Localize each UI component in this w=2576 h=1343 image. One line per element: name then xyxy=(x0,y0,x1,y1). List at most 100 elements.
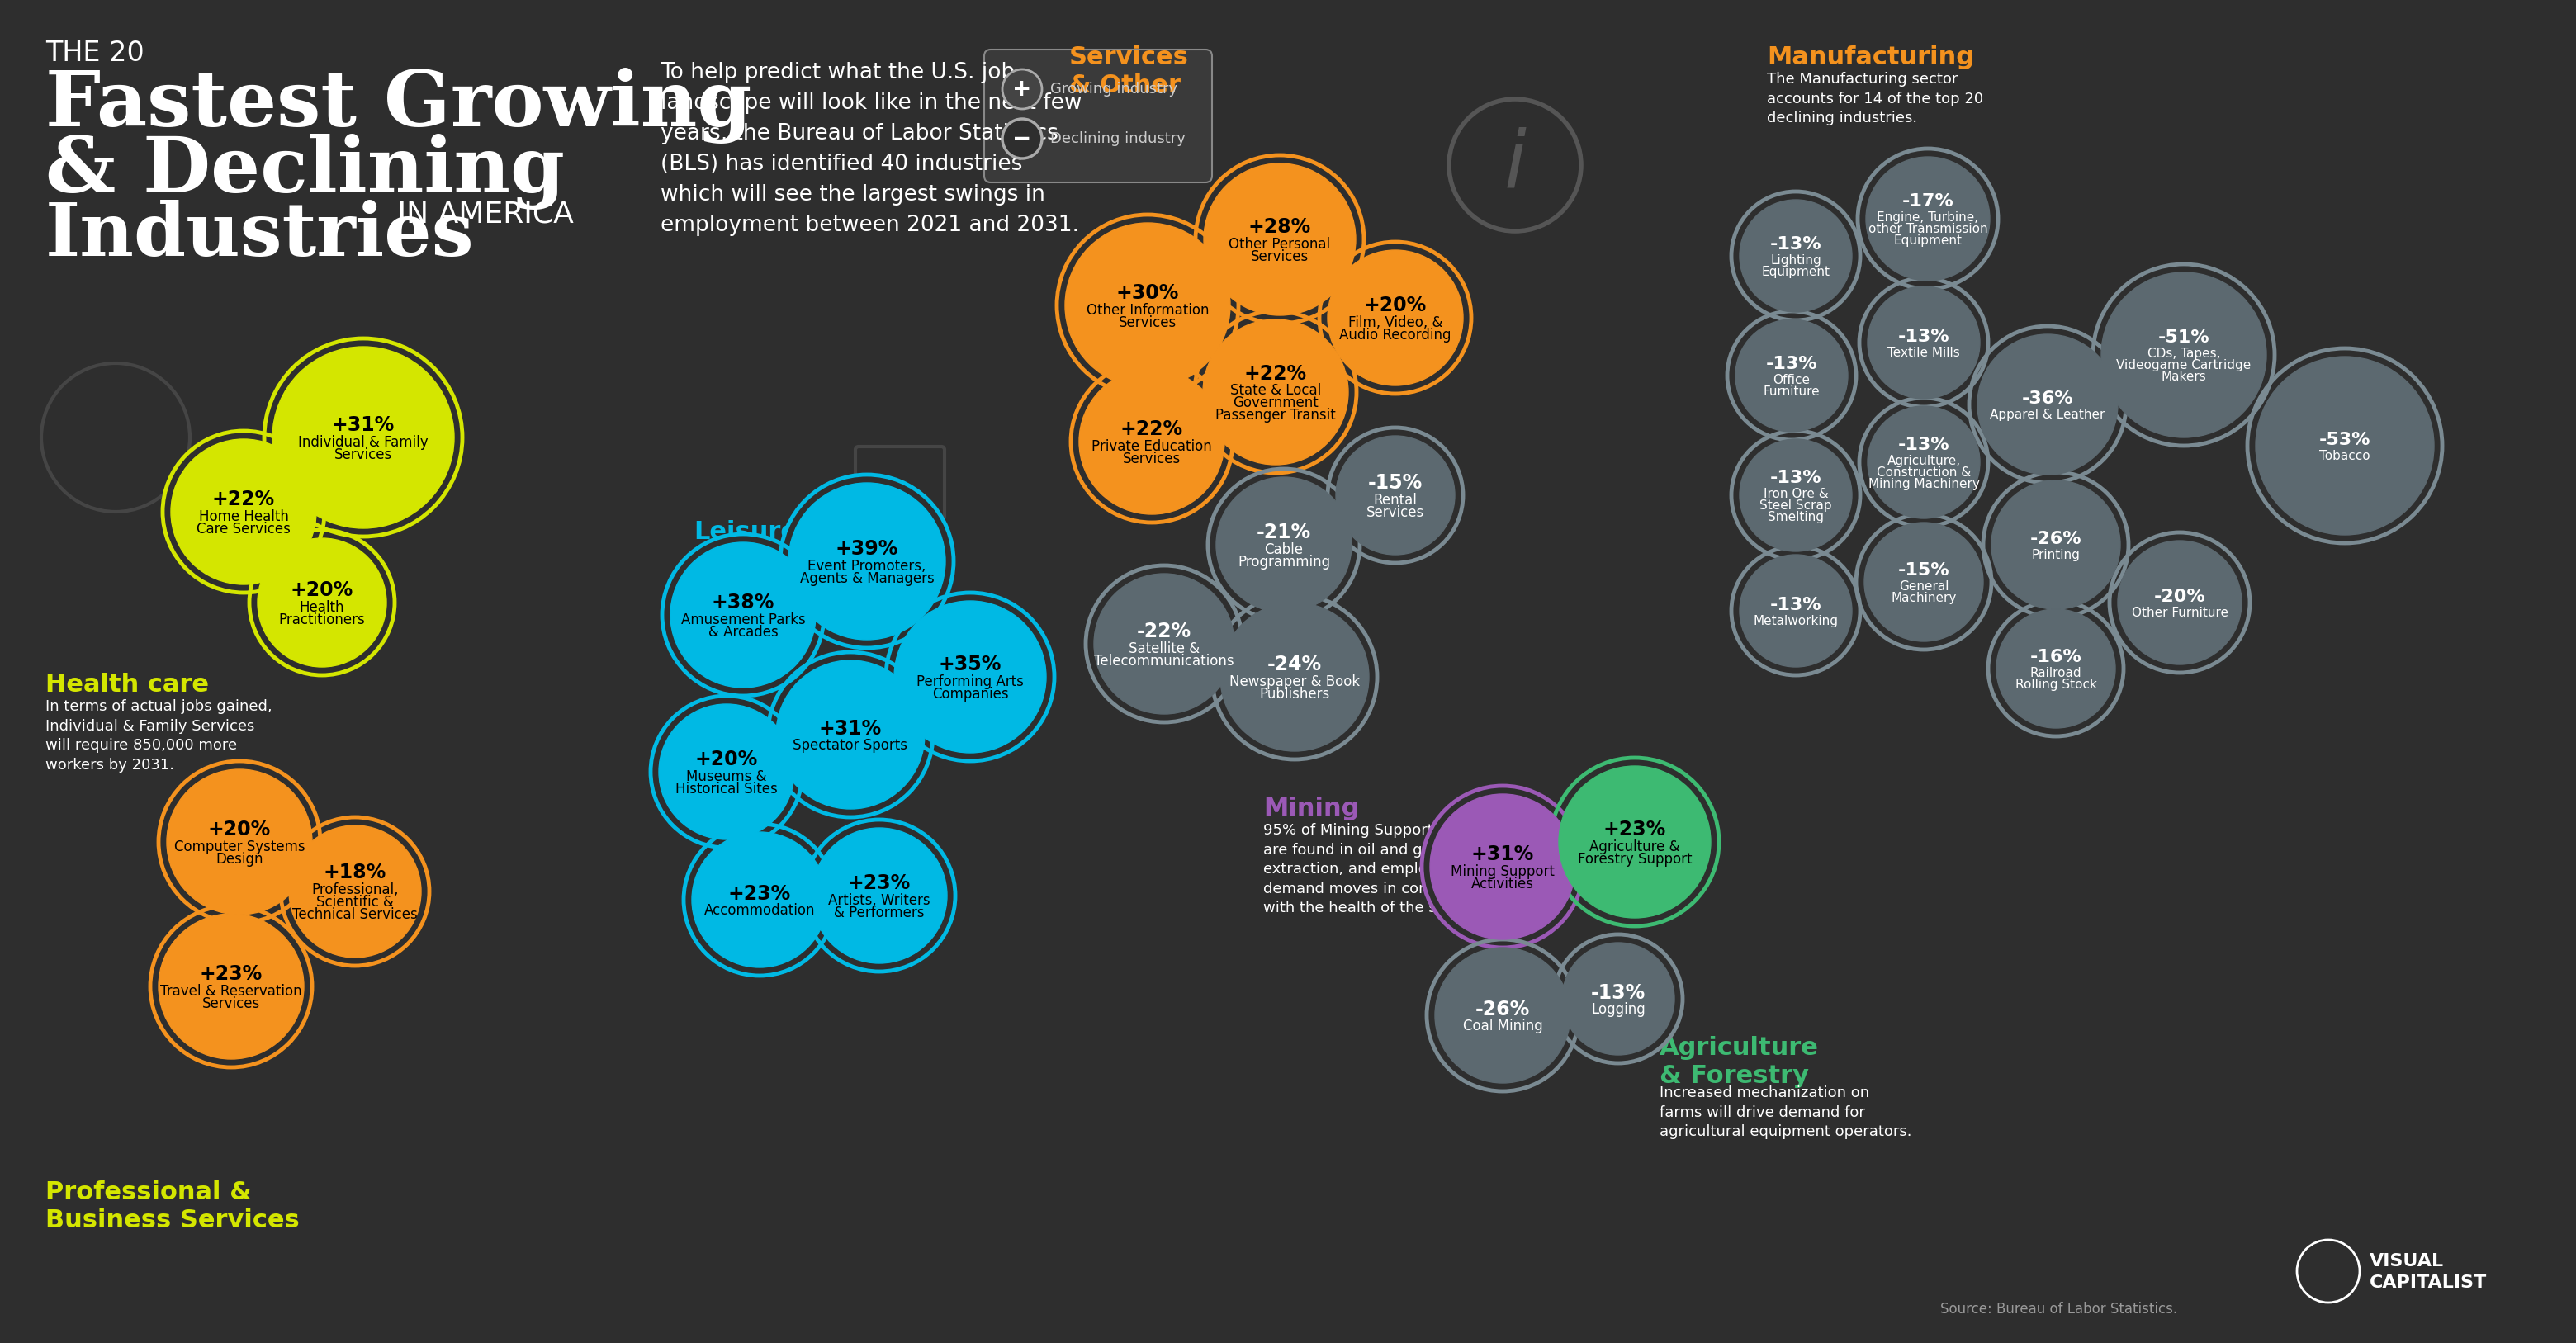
Circle shape xyxy=(1337,436,1455,555)
Circle shape xyxy=(1213,595,1378,759)
Text: +22%: +22% xyxy=(211,489,276,509)
Text: Government: Government xyxy=(1234,395,1319,411)
Text: Audio Recording: Audio Recording xyxy=(1340,328,1450,342)
Text: VISUAL: VISUAL xyxy=(2370,1253,2445,1269)
Text: Metalworking: Metalworking xyxy=(1754,615,1839,627)
Text: Printing: Printing xyxy=(2032,549,2081,561)
Text: +28%: +28% xyxy=(1249,218,1311,236)
Circle shape xyxy=(1319,242,1471,393)
Circle shape xyxy=(2110,532,2249,673)
Circle shape xyxy=(1731,192,1860,320)
Text: 95% of Mining Support jobs
are found in oil and gas
extraction, and employee
dem: 95% of Mining Support jobs are found in … xyxy=(1262,823,1486,916)
Circle shape xyxy=(1731,547,1860,676)
Text: Furniture: Furniture xyxy=(1765,385,1821,398)
Text: -13%: -13% xyxy=(1765,356,1819,372)
Circle shape xyxy=(662,535,824,696)
Text: Railroad: Railroad xyxy=(2030,667,2081,680)
Circle shape xyxy=(1736,320,1847,431)
Text: Leisure
& Hospitality: Leisure & Hospitality xyxy=(693,520,878,572)
Text: Textile Mills: Textile Mills xyxy=(1888,346,1960,359)
Text: -21%: -21% xyxy=(1257,522,1311,543)
Circle shape xyxy=(811,827,948,963)
Circle shape xyxy=(1739,439,1852,552)
Circle shape xyxy=(1739,555,1852,667)
Circle shape xyxy=(1327,427,1463,563)
Text: & Arcades: & Arcades xyxy=(708,624,778,639)
Text: Publishers: Publishers xyxy=(1260,686,1329,701)
Text: −: − xyxy=(1012,128,1033,150)
Text: Industries: Industries xyxy=(46,200,474,271)
Circle shape xyxy=(1195,156,1363,324)
Circle shape xyxy=(1072,361,1234,522)
Text: Rolling Stock: Rolling Stock xyxy=(2014,678,2097,690)
Text: -15%: -15% xyxy=(1899,563,1950,579)
Text: Construction &: Construction & xyxy=(1875,466,1971,478)
Text: -26%: -26% xyxy=(2030,530,2081,548)
Circle shape xyxy=(2246,348,2442,543)
Text: Logging: Logging xyxy=(1592,1002,1646,1017)
Text: Makers: Makers xyxy=(2161,371,2208,383)
Text: +23%: +23% xyxy=(1602,819,1667,839)
Text: +23%: +23% xyxy=(201,964,263,984)
Text: Coal Mining: Coal Mining xyxy=(1463,1018,1543,1034)
Text: Professional &
Business Services: Professional & Business Services xyxy=(46,1180,299,1232)
Text: In terms of actual jobs gained,
Individual & Family Services
will require 850,00: In terms of actual jobs gained, Individu… xyxy=(46,700,273,772)
Circle shape xyxy=(1731,431,1860,560)
Text: +22%: +22% xyxy=(1244,364,1306,383)
Text: +22%: +22% xyxy=(1121,419,1182,439)
Text: Services: Services xyxy=(201,997,260,1011)
Circle shape xyxy=(652,696,804,847)
Text: Design: Design xyxy=(216,851,263,866)
Circle shape xyxy=(1002,120,1041,158)
Circle shape xyxy=(1865,522,1984,642)
Circle shape xyxy=(2257,357,2434,535)
Circle shape xyxy=(250,530,394,676)
Text: Activities: Activities xyxy=(1471,876,1535,892)
Text: +20%: +20% xyxy=(291,580,353,600)
Text: Engine, Turbine,: Engine, Turbine, xyxy=(1878,211,1978,224)
Text: +31%: +31% xyxy=(332,415,394,435)
Text: Lighting: Lighting xyxy=(1770,254,1821,267)
Text: +30%: +30% xyxy=(1115,283,1180,304)
Text: General: General xyxy=(1899,580,1947,592)
Text: -15%: -15% xyxy=(1368,473,1422,493)
Circle shape xyxy=(1868,286,1981,399)
Text: Event promotion is the fastest
growing industry in percentage
terms, requiring o: Event promotion is the fastest growing i… xyxy=(693,568,927,641)
Text: Travel & Reservation: Travel & Reservation xyxy=(160,983,301,998)
Text: Companies: Companies xyxy=(933,686,1007,701)
Text: i: i xyxy=(1504,126,1525,204)
Text: Manufacturing: Manufacturing xyxy=(1767,46,1973,70)
Text: +23%: +23% xyxy=(729,884,791,904)
Text: Spectator Sports: Spectator Sports xyxy=(793,739,907,753)
Text: +31%: +31% xyxy=(819,719,881,739)
Text: & Declining: & Declining xyxy=(46,134,564,210)
Text: CDs, Tapes,: CDs, Tapes, xyxy=(2148,348,2221,360)
Text: +20%: +20% xyxy=(696,749,757,770)
Circle shape xyxy=(659,704,793,839)
Text: -13%: -13% xyxy=(1899,436,1950,454)
Text: -16%: -16% xyxy=(2030,649,2081,666)
Text: +20%: +20% xyxy=(209,819,270,839)
Text: Fastest Growing: Fastest Growing xyxy=(46,67,752,144)
Circle shape xyxy=(1561,943,1674,1054)
Text: +23%: +23% xyxy=(848,873,912,893)
Circle shape xyxy=(1221,603,1368,751)
Text: & Performers: & Performers xyxy=(835,905,925,920)
Circle shape xyxy=(170,439,317,584)
Circle shape xyxy=(1857,149,1999,289)
Text: Forestry Support: Forestry Support xyxy=(1577,851,1692,866)
Text: Machinery: Machinery xyxy=(1891,592,1958,604)
Text: Event Promoters,: Event Promoters, xyxy=(809,559,927,573)
Text: Equipment: Equipment xyxy=(1762,266,1829,278)
Text: +39%: +39% xyxy=(835,539,899,559)
Text: -20%: -20% xyxy=(2154,588,2205,606)
Text: THE 20: THE 20 xyxy=(46,40,144,67)
Circle shape xyxy=(1430,794,1577,939)
Text: Scientific &: Scientific & xyxy=(317,894,394,909)
Text: Passenger Transit: Passenger Transit xyxy=(1216,408,1337,423)
Text: -13%: -13% xyxy=(1770,596,1821,614)
Circle shape xyxy=(1865,157,1989,281)
Text: -22%: -22% xyxy=(1136,622,1193,642)
Text: To help predict what the U.S. job
landscape will look like in the next few
years: To help predict what the U.S. job landsc… xyxy=(659,62,1082,236)
Text: Agriculture,: Agriculture, xyxy=(1888,455,1960,467)
